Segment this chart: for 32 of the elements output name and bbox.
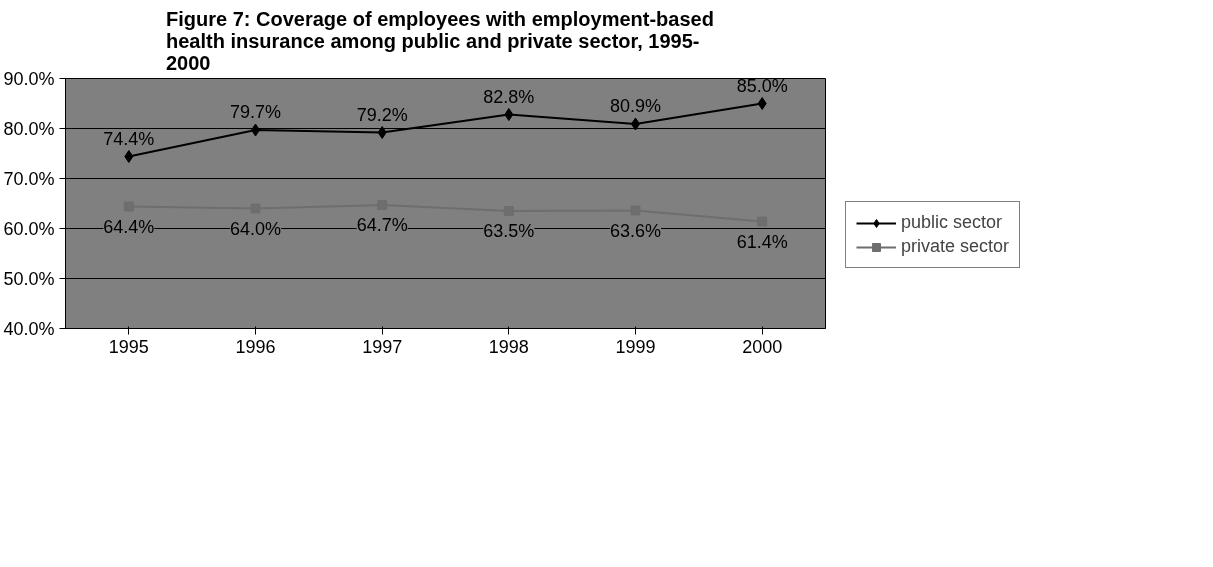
data-label: 82.8% <box>483 86 535 107</box>
y-tick-label: 50.0% <box>3 268 55 289</box>
x-tick-label: 2000 <box>742 336 783 357</box>
data-label: 63.5% <box>483 221 535 241</box>
point <box>377 126 387 139</box>
point <box>504 108 514 121</box>
x-tick-label: 1996 <box>235 336 276 357</box>
data-label: 79.7% <box>229 102 282 122</box>
chart-title: Figure 7: Coverage of employees with employment-based health insurance among public and private sector, 1995- 2000 <box>165 7 714 74</box>
data-label: 85.0% <box>736 75 788 96</box>
data-label: 74.4% <box>103 128 155 149</box>
data-label: 61.4% <box>736 231 788 252</box>
legend-label: private sector <box>901 236 1010 257</box>
legend-label: public sector <box>901 212 1003 233</box>
y-tick-label: 60.0% <box>3 218 55 239</box>
data-label: 64.4% <box>103 216 155 237</box>
data-label: 64.0% <box>229 218 282 239</box>
x-tick-label: 1997 <box>362 336 403 357</box>
data-label: 79.2% <box>356 104 408 125</box>
data-label: 63.6% <box>609 220 662 241</box>
point <box>757 216 768 227</box>
data-label: 80.9% <box>609 96 662 116</box>
x-tick-label: 1995 <box>108 336 149 357</box>
data-label: 64.7% <box>356 215 408 235</box>
y-tick-label: 80.0% <box>3 118 55 139</box>
y-tick-label: 70.0% <box>3 168 55 189</box>
x-tick-label: 1998 <box>488 336 529 357</box>
x-tick-label: 1999 <box>615 336 656 357</box>
y-tick-label: 90.0% <box>3 68 55 89</box>
point <box>757 97 767 110</box>
y-tick-label: 40.0% <box>3 318 55 339</box>
point <box>124 150 134 163</box>
